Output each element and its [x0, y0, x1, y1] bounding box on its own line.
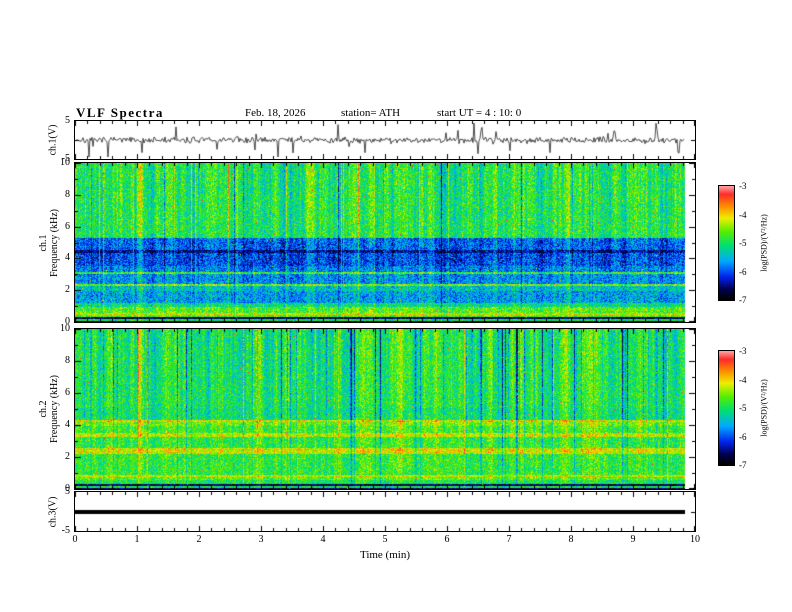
y-tick-label-ch1spec: 8	[65, 188, 70, 200]
colorbar-title: log(PSD)/(V²/Hz)	[759, 379, 769, 437]
y-tick-label-ch2spec: 0	[65, 483, 70, 494]
x-tick-label: 6	[444, 534, 450, 545]
y-tick-label-ch2spec: 2	[65, 451, 70, 462]
station-label: station= ATH	[341, 107, 401, 119]
y-tick-label-ch1spec: 10	[60, 157, 70, 168]
x-tick-label: 2	[196, 534, 202, 545]
panel-ch1-voltage	[74, 120, 696, 160]
y-tick-label-ch2spec: 4	[65, 419, 70, 430]
colorbar-tick-label: -7	[739, 460, 747, 470]
x-tick-label: 9	[630, 534, 636, 545]
panel-ch2-spectrogram	[74, 328, 696, 490]
colorbar-tick-label: -4	[739, 209, 747, 220]
ch1-waveform-canvas	[75, 121, 695, 159]
y-axis-title-ch1v: ch.1(V)	[47, 124, 59, 156]
colorbar-title: log(PSD)/(V²/Hz)	[759, 214, 769, 272]
y-tick-label-ch3v: -5	[61, 525, 70, 536]
colorbar-ch2-canvas	[719, 351, 734, 465]
colorbar-tick-label: -4	[739, 374, 747, 385]
ch2-spectrogram-canvas	[75, 329, 695, 489]
y-axis-title-ch1spec: ch.1 Frequency (kHz)	[38, 208, 60, 277]
y-tick-label-ch2spec: 6	[65, 387, 70, 398]
colorbar-ch2	[718, 350, 735, 466]
y-tick-label-ch1spec: 4	[65, 252, 70, 264]
panel-ch3-voltage	[74, 491, 696, 532]
figure-title: VLF Spectra	[76, 105, 164, 120]
colorbar-ch1	[718, 185, 735, 301]
start-ut-label: start UT = 4 : 10: 0	[437, 107, 522, 119]
ch3-flatline-canvas	[75, 492, 695, 531]
colorbar-tick-label: -3	[739, 346, 747, 356]
colorbar-tick-label: -7	[739, 295, 747, 305]
y-tick-label-ch1spec: 0	[65, 316, 70, 327]
x-tick-label: 8	[568, 534, 574, 545]
y-tick-label-ch1spec: 6	[65, 220, 70, 232]
date-label: Feb. 18, 2026	[245, 107, 306, 119]
y-tick-label-ch1spec: 2	[65, 284, 70, 296]
colorbar-tick-label: -6	[739, 266, 747, 277]
x-tick-label: 5	[382, 534, 388, 545]
y-axis-title-ch3v: ch.3(V)	[47, 496, 59, 527]
x-tick-label: 0	[72, 534, 78, 545]
panel-ch1-spectrogram	[74, 162, 696, 323]
y-tick-label-ch1v: 5	[65, 115, 70, 126]
colorbar-tick-label: -6	[739, 431, 747, 442]
colorbar-tick-label: -5	[739, 403, 747, 413]
y-axis-title-ch2spec: ch.2 Frequency (kHz)	[38, 374, 60, 444]
colorbar-ch1-canvas	[719, 186, 734, 300]
y-tick-label-ch3v: 5	[65, 486, 70, 497]
y-tick-label-ch2spec: 8	[65, 355, 70, 366]
x-tick-label: 7	[506, 534, 512, 545]
x-tick-label: 3	[258, 534, 264, 545]
y-tick-label-ch1v: -5	[61, 153, 70, 164]
y-tick-label-ch2spec: 10	[60, 323, 70, 334]
ch1-spectrogram-canvas	[75, 163, 695, 322]
colorbar-tick-label: -3	[739, 181, 747, 191]
x-tick-label: 10	[690, 534, 700, 545]
x-tick-label: 4	[320, 534, 326, 545]
x-tick-label: 1	[134, 534, 140, 545]
colorbar-tick-label: -5	[739, 238, 747, 248]
x-axis-title: Time (min)	[359, 549, 410, 561]
